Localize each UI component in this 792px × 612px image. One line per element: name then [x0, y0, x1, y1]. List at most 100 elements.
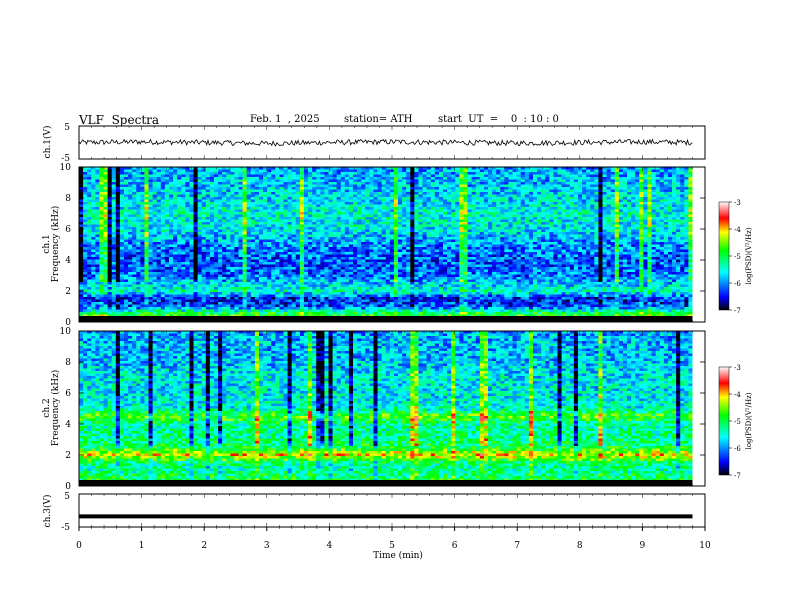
spectrogram-cell [565, 167, 571, 170]
spectrogram-cell [430, 229, 436, 233]
spectrogram-cell [414, 182, 419, 185]
spectrogram-cell [520, 177, 526, 180]
spectrogram-cell [393, 194, 399, 198]
spectrogram-cell [160, 192, 166, 195]
spectrogram-cell [381, 182, 387, 185]
spectrogram-cell [185, 229, 190, 233]
spectrogram-cell [569, 194, 575, 198]
spectrogram-cell [271, 172, 276, 175]
spectrogram-cell [164, 179, 170, 183]
spectrogram-cell [246, 204, 252, 208]
spectrogram-cell [332, 182, 338, 185]
spectrogram-cell [492, 184, 497, 188]
spectrogram-cell [238, 234, 243, 238]
spectrogram-cell [201, 199, 207, 203]
spectrogram-cell [111, 194, 117, 198]
spectrogram-cell [398, 204, 403, 208]
spectrogram-cell [234, 192, 239, 195]
spectrogram-cell [614, 239, 620, 243]
spectrogram-cell [107, 192, 113, 195]
spectrogram-cell [152, 169, 158, 173]
spectrogram-cell [573, 239, 579, 243]
spectrogram-cell [230, 224, 235, 228]
spectrogram-cell [344, 239, 350, 243]
spectrogram-cell [140, 234, 145, 238]
spectrogram-cell [238, 219, 243, 223]
spectrogram-cell [672, 179, 677, 183]
spectrogram-cell [291, 217, 297, 220]
spectrogram-cell [291, 169, 297, 173]
spectrogram-cell [663, 237, 669, 240]
spectrogram-cell [418, 169, 423, 173]
spectrogram-cell [406, 174, 411, 178]
spectrogram-cell [213, 202, 219, 205]
spectrogram-cell [226, 194, 231, 198]
spectrogram-cell [676, 244, 681, 248]
spectrogram-cell [414, 222, 419, 225]
spectrogram-cell [209, 232, 215, 235]
spectrogram-cell [246, 217, 252, 220]
spectrogram-cell [283, 229, 288, 233]
spectrogram-cell [144, 207, 149, 210]
spectrogram-cell [438, 212, 444, 215]
spectrogram-cell [185, 219, 190, 223]
spectrogram-cell [324, 219, 329, 223]
spectrogram-cell [582, 179, 587, 183]
spectrogram-cell [631, 229, 636, 233]
spectrogram-cell [87, 244, 92, 248]
spectrogram-cell [496, 217, 501, 220]
spectrogram-cell [639, 189, 644, 193]
spectrogram-cell [471, 229, 477, 233]
spectrogram-cell [639, 242, 644, 245]
spectrogram-cell [475, 227, 481, 230]
spectrogram-cell [193, 199, 199, 203]
spectrogram-cell [598, 242, 603, 245]
spectrogram-cell [418, 174, 423, 178]
spectrogram-cell [230, 199, 235, 203]
spectrogram-cell [283, 217, 288, 220]
spectrogram-cell [684, 242, 689, 245]
spectrogram-cell [635, 172, 640, 175]
spectrogram-cell [667, 207, 673, 210]
spectrogram-cell [164, 224, 170, 228]
spectrogram-cell [459, 197, 464, 200]
spectrogram-cell [430, 174, 436, 178]
spectrogram-cell [614, 177, 620, 180]
spectrogram-cell [639, 237, 644, 240]
spectrogram-cell [181, 207, 186, 210]
spectrogram-cell [422, 184, 428, 188]
spectrogram-cell [651, 169, 657, 173]
spectrogram-cell [95, 172, 100, 175]
spectrogram-cell [451, 204, 456, 208]
spectrogram-cell [197, 177, 203, 180]
spectrogram-cell [213, 214, 219, 218]
spectrogram-cell [659, 229, 665, 233]
spectrogram-cell [250, 174, 256, 178]
spectrogram-cell [406, 212, 411, 215]
spectrogram-cell [467, 234, 473, 238]
spectrogram-cell [136, 229, 141, 233]
spectrogram-cell [451, 187, 456, 190]
spectrogram-cell [545, 234, 550, 238]
spectrogram-cell [582, 177, 587, 180]
spectrogram-cell [545, 224, 550, 228]
spectrogram-cell [512, 174, 518, 178]
spectrogram-cell [230, 169, 235, 173]
spectrogram-cell [528, 212, 534, 215]
spectrogram-cell [688, 237, 693, 240]
spectrogram-cell [430, 217, 436, 220]
spectrogram-cell [410, 227, 415, 230]
spectrogram-cell [287, 227, 293, 230]
spectrogram-cell [136, 219, 141, 223]
spectrogram-cell [389, 202, 395, 205]
spectrogram-cell [238, 242, 243, 245]
spectrogram-cell [263, 172, 268, 175]
spectrogram-cell [205, 204, 211, 208]
spectrogram-cell [295, 232, 301, 235]
spectrogram-cell [83, 177, 88, 180]
spectrogram-cell [316, 187, 321, 190]
spectrogram-cell [631, 177, 636, 180]
spectrogram-cell [438, 189, 444, 193]
spectrogram-cell [492, 187, 497, 190]
spectrogram-cell [128, 189, 133, 193]
